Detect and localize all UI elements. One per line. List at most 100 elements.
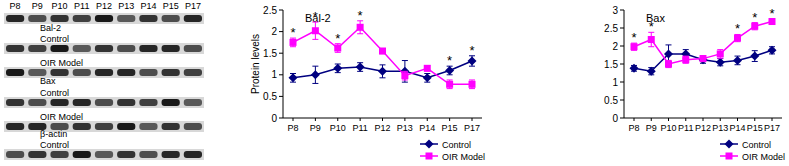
band	[184, 45, 202, 52]
marker	[630, 64, 639, 73]
lane-label: P17	[185, 1, 201, 11]
marker	[750, 52, 759, 61]
marker	[468, 56, 477, 65]
series-line	[634, 22, 772, 64]
marker	[665, 61, 672, 68]
row-label: Control	[40, 140, 69, 150]
x-tick	[404, 118, 405, 121]
marker	[733, 56, 742, 65]
error-bar	[469, 80, 475, 89]
error-bar	[424, 66, 430, 71]
band	[117, 99, 135, 106]
band	[50, 99, 68, 106]
error-bar	[683, 56, 689, 63]
x-tick-label: P11	[352, 123, 367, 133]
legend-marker	[425, 140, 434, 149]
band	[184, 15, 202, 22]
x-tick-label: P11	[678, 123, 693, 133]
x-tick	[703, 118, 704, 121]
band	[162, 151, 180, 158]
error-bar	[717, 50, 723, 59]
x-tick-label: P12	[374, 123, 390, 133]
band	[28, 151, 46, 158]
x-tick-label: P9	[310, 123, 321, 133]
error-bar	[666, 60, 672, 67]
marker	[424, 65, 431, 72]
band	[6, 15, 24, 22]
band	[73, 151, 91, 158]
chart: 00.511.522.5P8P9P10P11P12P13P14P15P17Pro…	[250, 5, 485, 162]
lane-label: P9	[32, 1, 43, 11]
y-tick	[620, 28, 624, 29]
error-bar	[402, 61, 408, 83]
error-bar	[447, 80, 453, 89]
legend-label: OIR Model	[442, 152, 485, 162]
y-tick-label: 2.5	[604, 23, 618, 34]
x-tick	[685, 118, 686, 121]
row-label: Bal-2	[40, 23, 61, 33]
marker	[768, 46, 777, 55]
x-tick-label: P12	[695, 123, 711, 133]
band	[184, 123, 202, 130]
error-bar	[402, 71, 408, 80]
legend-marker	[725, 140, 734, 149]
marker	[379, 48, 386, 55]
blot-strip	[4, 67, 204, 78]
significance-mark: *	[313, 9, 318, 24]
band	[139, 45, 157, 52]
significance-mark: *	[447, 53, 452, 68]
x-tick-label: P14	[729, 123, 745, 133]
y-tick-label: 2.5	[263, 5, 277, 16]
significance-mark: *	[469, 43, 474, 58]
legend-marker	[726, 153, 733, 160]
row-label: OIR Model	[40, 112, 83, 122]
y-tick	[279, 10, 283, 11]
marker	[469, 81, 476, 88]
band	[73, 15, 91, 22]
x-tick	[427, 118, 428, 121]
y-tick	[279, 74, 283, 75]
lane-label: P13	[118, 1, 134, 11]
row-label: Control	[40, 88, 69, 98]
legend-marker	[426, 153, 433, 160]
x-tick-label: P13	[397, 123, 413, 133]
significance-mark: *	[358, 8, 363, 23]
marker	[648, 36, 655, 43]
band	[95, 151, 113, 158]
marker	[311, 70, 320, 79]
error-bar	[648, 32, 654, 46]
y-tick-label: 3	[612, 5, 618, 16]
y-axis-title: Protein levels	[250, 34, 261, 94]
x-tick	[772, 118, 773, 121]
band	[117, 69, 135, 76]
legend: Control OIR Model	[420, 140, 485, 162]
y-axis	[283, 10, 284, 118]
legend-label: Control	[442, 140, 471, 150]
band	[117, 123, 135, 130]
band	[95, 99, 113, 106]
y-tick	[620, 46, 624, 47]
lane-label: P8	[10, 1, 21, 11]
marker	[401, 72, 408, 79]
lane-label: P10	[52, 1, 68, 11]
band	[117, 151, 135, 158]
x-tick-label: P10	[330, 123, 346, 133]
y-tick-label: 0.5	[604, 95, 618, 106]
band	[6, 151, 24, 158]
x-tick	[472, 118, 473, 121]
error-bar	[700, 56, 706, 62]
series-line	[634, 50, 772, 71]
marker	[357, 24, 364, 31]
lane-label: P14	[140, 1, 156, 11]
significance-mark: *	[335, 31, 340, 46]
band	[95, 123, 113, 130]
band	[73, 45, 91, 52]
x-tick-label: P17	[764, 123, 780, 133]
band	[50, 69, 68, 76]
y-tick-label: 0	[271, 113, 277, 124]
x-tick	[293, 118, 294, 121]
y-tick	[620, 10, 624, 11]
y-tick	[620, 82, 624, 83]
band	[184, 69, 202, 76]
x-tick-label: P9	[646, 123, 657, 133]
